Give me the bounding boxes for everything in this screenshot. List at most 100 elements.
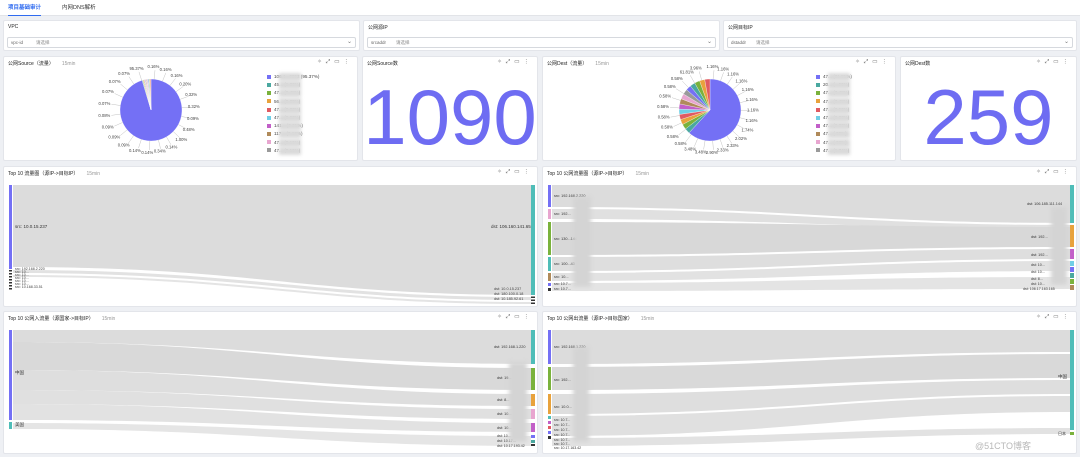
redaction [279, 105, 301, 114]
redaction [279, 81, 301, 90]
panel-toolbar[interactable]: ✧⤢▭⋮ [1036, 169, 1072, 176]
pie-leader-line [175, 86, 184, 92]
sankey-dst-label: dst: 106.185.111.144 [1027, 202, 1063, 206]
sankey-src-label: src: 10.7... [554, 428, 571, 432]
pie-label: 0.07% [118, 71, 130, 76]
pie-slice [704, 78, 711, 111]
sankey-src-label: src: 10.7... [554, 423, 571, 427]
pie-leader-line [720, 72, 724, 81]
filter-icon: ✧ [317, 59, 326, 65]
srcaddr-select[interactable]: srcaddr 请选择 ⌄ [367, 37, 716, 48]
legend-item[interactable]: 45... (1.00%) [267, 81, 319, 90]
legend-item[interactable]: 47... (0.16%) [267, 138, 319, 148]
legend-swatch [816, 115, 820, 120]
sankey-dst-label: dst: 19... [497, 376, 512, 380]
sankey-dst-label: dst: 10.17... [497, 439, 516, 443]
redaction [828, 122, 850, 131]
panel-toolbar[interactable]: ✧⤢▭⋮ [497, 314, 533, 321]
pie-leader-line [719, 139, 724, 148]
legend-item[interactable]: 141... (0.21%) [267, 122, 319, 131]
dstaddr-select[interactable]: dstaddr 请选择 ⌄ [727, 37, 1073, 48]
panel-toolbar[interactable]: ✧⤢▭⋮ [317, 59, 353, 66]
redaction [828, 113, 850, 122]
legend-item[interactable]: 106.1...0892 (95.37%) [267, 73, 319, 82]
sankey-dst-label: dst: 10... [1031, 270, 1045, 274]
panel-top10-public-out-country: Top 10 公网出流量（源IP->目标国家） 15min ✧⤢▭⋮ src: 1… [542, 311, 1077, 454]
pie-label: 0.32% [188, 104, 200, 109]
legend-item[interactable]: 47... (.32%) [816, 138, 852, 148]
panel-toolbar[interactable]: ✧⤢▭⋮ [497, 59, 533, 66]
dest-legend: 47... (61.81%)20... (...96%)47... (3.48%… [816, 73, 852, 156]
pie-leader-line [703, 140, 706, 150]
redaction [509, 362, 527, 442]
legend-item[interactable]: 47... (3.48%) [816, 97, 852, 107]
vpc-select[interactable]: vpc-id 请选择 ⌄ [7, 37, 356, 48]
panel-top10-public-out: Top 10 公网流量图（源IP->目标IP） 15min ✧⤢▭⋮ src: 1… [542, 166, 1077, 307]
pie-leader-line [690, 75, 695, 84]
sankey-src-label: src: 192.168.2.220 [554, 194, 586, 198]
panel-title: Top 10 公网出流量（源IP->目标国家） 15min [547, 316, 655, 322]
legend-item[interactable]: 117... (0.18%) [267, 130, 319, 139]
legend-item[interactable]: 47... (0.16%) [267, 146, 319, 156]
pie-label: 0.07% [98, 101, 110, 106]
pie-label: 0.16% [147, 65, 159, 69]
pie-label: 61.81% [680, 70, 694, 75]
watermark: @51CTO博客 [975, 441, 1031, 451]
pie-label: 0.20% [179, 82, 191, 87]
pie-label: 0.58% [661, 125, 673, 130]
tab-project-audit[interactable]: 项目基础审计 [8, 3, 42, 16]
legend-item[interactable]: 47... (3.48%) [816, 89, 852, 98]
legend-item[interactable]: 56... (0.39%) [267, 97, 319, 107]
tab-dns[interactable]: 内网DNS解析 [62, 5, 96, 11]
redaction [828, 105, 850, 114]
panel-title: Top 10 公网入流量（源国家->目标IP） 15min [8, 316, 116, 322]
panel-toolbar[interactable]: ✧⤢▭⋮ [1036, 59, 1072, 66]
legend-item[interactable]: 47... (.32%) [816, 130, 852, 139]
sankey-dst-label: dst: 10... [497, 434, 511, 438]
panel-toolbar[interactable]: ✧⤢▭⋮ [497, 169, 533, 176]
legend-item[interactable]: 47... (2.33%) [816, 113, 852, 123]
select-placeholder: 请选择 [396, 40, 410, 45]
sankey-dst-label: dst: 10.185.92.61 [494, 297, 524, 301]
pie-leader-line [138, 71, 142, 81]
filter-vpc: VPC vpc-id 请选择 ⌄ [3, 20, 360, 51]
tab-bar: 项目基础审计 内网DNS解析 [0, 0, 1080, 16]
legend-swatch [816, 91, 820, 96]
pie-label: 1.16% [742, 87, 754, 92]
pie-label: 1.16% [747, 107, 759, 112]
legend-swatch [267, 107, 271, 112]
legend-swatch [267, 115, 271, 120]
panel-toolbar[interactable]: ✧⤢▭⋮ [1036, 314, 1072, 321]
legend-item[interactable]: 47... (61.81%) [816, 73, 852, 82]
legend-item[interactable]: 47... (0.48%) [267, 89, 319, 98]
legend-swatch [267, 91, 271, 96]
pie-label: 2.02% [735, 136, 747, 141]
panel-title: 公网Dest数 [905, 61, 931, 67]
pie-leader-line [673, 122, 682, 127]
pie-label: 2.33% [717, 148, 729, 153]
legend-item[interactable]: 47... (0.32%) [267, 105, 319, 115]
pie-label: 2.33% [727, 143, 739, 148]
legend-item[interactable]: 20... (...96%) [816, 81, 852, 90]
legend-item[interactable]: 47... (2.33%) [816, 122, 852, 131]
pie-leader-line [158, 140, 161, 149]
pie-leader-line [162, 72, 166, 82]
pie-leader-line [138, 139, 142, 149]
legend-item[interactable]: 47... (1.74%) [816, 146, 852, 156]
pie-leader-line [128, 76, 134, 85]
redaction [828, 146, 850, 155]
legend-item[interactable]: 47... (2.90%) [816, 105, 852, 115]
pie-leader-line [166, 136, 172, 145]
legend-item[interactable]: 47... (0.22%) [267, 113, 319, 123]
redaction [828, 81, 850, 90]
filter-label: VPC [8, 24, 19, 30]
monitor-icon: ▭ [1053, 169, 1063, 175]
pie-leader-line [173, 131, 180, 138]
redaction [828, 130, 850, 139]
legend-swatch [816, 107, 820, 112]
legend-swatch [267, 132, 271, 137]
pie-leader-line [128, 135, 134, 144]
pie-slice [119, 78, 183, 142]
pie-label: 1.16% [746, 97, 758, 102]
panel-toolbar[interactable]: ✧⤢▭⋮ [855, 59, 891, 66]
